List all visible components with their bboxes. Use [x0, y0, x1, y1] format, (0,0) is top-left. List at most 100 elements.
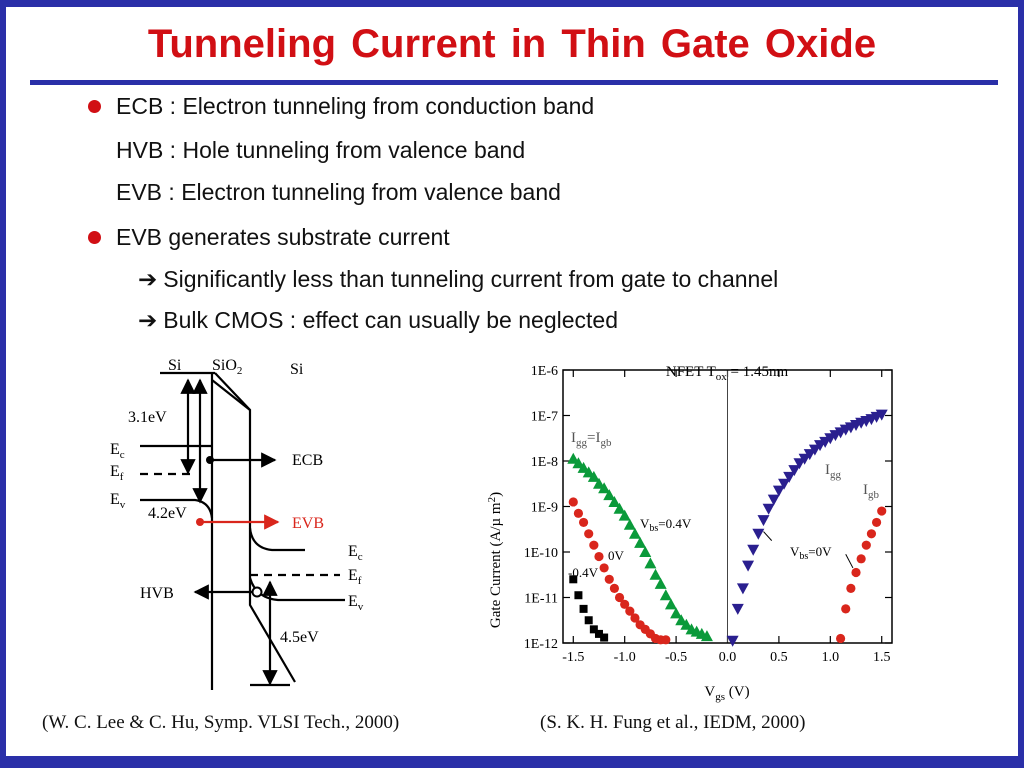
- data-point-series-1: [578, 517, 589, 528]
- data-point-series-2: [594, 629, 603, 638]
- barrier-vb-label: 4.2eV: [148, 505, 187, 522]
- right-ec-line: [248, 527, 305, 552]
- data-point-series-1: [584, 529, 594, 539]
- data-point-series-2: [589, 625, 598, 634]
- gate-current-chart: 1.5 1.0 0.5 0.0 -0.5 -1.0 -1.5 1E-12 1E-11 1E-10 1…: [486, 364, 893, 703]
- annotation-leader: [845, 554, 854, 569]
- sub-bullet-2-text: Bulk CMOS : effect can usually be neglec…: [163, 307, 618, 333]
- title-rule: [30, 80, 998, 85]
- barrier-cb-label: 3.1eV: [128, 409, 167, 426]
- data-point-series-3: [762, 503, 775, 515]
- data-point-series-0: [582, 466, 595, 478]
- data-point-series-0: [577, 461, 590, 473]
- data-point-series-3: [772, 485, 785, 497]
- left-ef-label: Ef: [110, 463, 124, 483]
- data-point-series-2: [569, 575, 578, 584]
- citation-lee-hu: (W. C. Lee & C. Hu, Symp. VLSI Tech., 20…: [42, 712, 400, 733]
- y-tick-label: 1E-7: [531, 410, 558, 425]
- data-point-series-0: [644, 557, 657, 569]
- y-tick-label: 1E-12: [524, 637, 558, 652]
- data-point-series-3: [752, 528, 765, 540]
- data-point-series-0: [675, 614, 688, 626]
- data-point-series-4: [861, 540, 871, 550]
- x-tick-label: -1.0: [614, 650, 636, 665]
- arrow-right-icon: ➔: [138, 267, 158, 293]
- data-point-series-1: [620, 599, 630, 609]
- bullet-dot: [88, 100, 101, 113]
- y-tick-label: 1E-9: [531, 501, 558, 516]
- bullet-evb: EVB : Electron tunneling from valence ba…: [116, 179, 561, 205]
- data-point-series-3: [767, 494, 780, 506]
- data-point-series-3: [747, 544, 760, 556]
- data-point-series-1: [594, 551, 604, 562]
- data-point-series-3: [731, 603, 744, 615]
- right-ec-label: Ec: [348, 543, 363, 563]
- chart-title: NFET Tox = 1.45nm: [666, 364, 789, 383]
- oxide-region-label: SiO2: [212, 357, 242, 377]
- data-point-series-0: [567, 452, 580, 464]
- ecb-electron-dot: [206, 456, 214, 464]
- data-point-series-0: [608, 495, 621, 507]
- data-point-series-1: [568, 497, 578, 507]
- data-point-series-4: [856, 554, 866, 564]
- y-tick-label: 1E-8: [531, 455, 558, 470]
- label-vbs-0-right: Vbs=0V: [790, 544, 832, 562]
- data-point-series-3: [778, 478, 791, 490]
- right-ef-label: Ef: [348, 567, 362, 587]
- data-point-series-1: [661, 635, 671, 645]
- bullet-dot: [88, 231, 101, 244]
- x-tick-label: -0.5: [665, 650, 687, 665]
- data-point-series-3: [803, 449, 816, 461]
- left-region-label: Si: [168, 357, 182, 374]
- plot-frame: [562, 369, 893, 644]
- x-tick-label: 0.0: [719, 650, 737, 665]
- y-tick-label: 1E-6: [531, 364, 558, 379]
- label-igg-igb: Igg=Igb: [571, 430, 612, 449]
- data-point-series-1: [599, 563, 609, 573]
- slide-frame-top: [0, 0, 1024, 7]
- right-ev-label: Ev: [348, 593, 364, 613]
- barrier-right-label: 4.5eV: [280, 629, 319, 646]
- x-axis-label: Vgs (V): [704, 684, 749, 703]
- data-point-series-3: [757, 515, 770, 527]
- data-point-series-4: [851, 567, 861, 578]
- data-point-series-3: [875, 409, 888, 421]
- x-tick-label: 1.0: [822, 650, 840, 665]
- band-diagram: Si SiO2 Si 3.1eV 4.2eV 4.5eV Ec Ef Ev Ec…: [110, 357, 364, 690]
- data-point-series-0: [592, 477, 605, 489]
- data-point-series-4: [841, 604, 851, 614]
- x-tick-label: 1.5: [873, 650, 891, 665]
- data-point-series-0: [639, 546, 652, 557]
- sub-bullet-1-text: Significantly less than tunneling curren…: [163, 266, 779, 292]
- hvb-hole-circle: [251, 586, 263, 598]
- y-axis-label: Gate Current (A/µ m2): [486, 492, 504, 628]
- data-point-series-0: [654, 577, 667, 589]
- left-ev-line: [140, 498, 214, 519]
- data-point-series-0: [603, 489, 616, 501]
- data-point-series-0: [670, 607, 683, 619]
- data-point-series-0: [649, 568, 662, 580]
- data-point-series-3: [736, 583, 749, 595]
- label-vbs-0-left: 0V: [608, 548, 625, 563]
- slide-title: Tunneling Current in Thin Gate Oxide: [147, 22, 877, 66]
- data-point-series-1: [589, 540, 599, 550]
- ecb-label: ECB: [292, 452, 323, 469]
- data-point-series-4: [835, 633, 846, 644]
- data-markers: [567, 409, 888, 647]
- data-point-series-3: [788, 465, 801, 477]
- slide-frame-right: [1018, 0, 1024, 768]
- data-point-series-1: [614, 592, 625, 603]
- citation-fung: (S. K. H. Fung et al., IEDM, 2000): [540, 712, 806, 733]
- data-point-series-0: [634, 536, 647, 548]
- data-point-series-2: [584, 616, 593, 625]
- right-region-label: Si: [290, 361, 304, 378]
- sub-bullet-1: ➔ Significantly less than tunneling curre…: [138, 266, 778, 293]
- data-point-series-2: [574, 591, 583, 600]
- label-igb: Igb: [863, 482, 880, 501]
- data-point-series-3: [742, 560, 755, 572]
- bullet-ecb: ECB : Electron tunneling from conduction…: [116, 93, 595, 119]
- data-point-series-0: [680, 618, 693, 630]
- annotation-leader: [763, 531, 773, 541]
- data-point-series-0: [700, 630, 713, 642]
- left-ec-label: Ec: [110, 441, 125, 461]
